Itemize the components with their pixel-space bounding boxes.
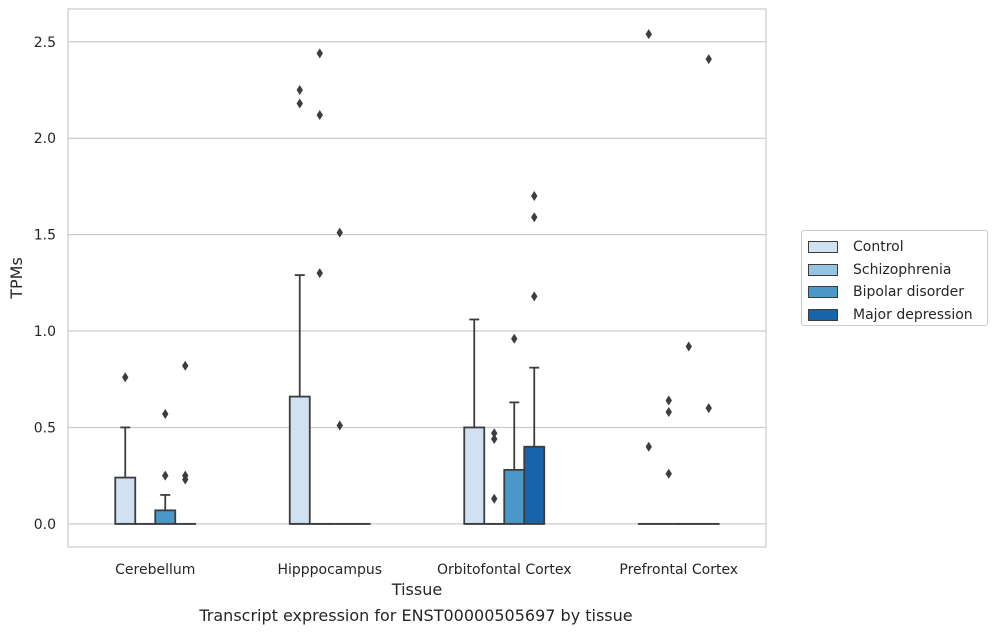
legend-label: Control	[853, 239, 904, 256]
box-2-1	[483, 428, 506, 525]
legend-swatch	[808, 286, 838, 299]
outlier	[296, 84, 303, 95]
box	[114, 476, 137, 525]
outlier	[531, 212, 538, 223]
box	[503, 468, 526, 525]
box-3-0	[637, 29, 660, 525]
box-2-0	[463, 318, 486, 525]
plot-marks	[114, 29, 720, 525]
box-1-2	[328, 227, 351, 525]
box	[154, 509, 177, 525]
outlier	[531, 191, 538, 202]
x-tick-label: Cerebellum	[115, 562, 195, 578]
outlier	[182, 474, 189, 485]
grid-lines	[68, 41, 766, 525]
legend-swatch	[808, 308, 838, 321]
box-3-1	[657, 395, 680, 525]
box-0-2	[154, 408, 177, 525]
outlier	[665, 407, 672, 418]
legend-swatch	[808, 263, 838, 276]
box	[463, 426, 486, 525]
legend-item: Major depression	[808, 304, 981, 327]
box	[288, 395, 311, 525]
y-tick-label: 1.0	[34, 324, 56, 340]
outlier	[336, 420, 343, 431]
outlier	[665, 468, 672, 479]
plot-frame	[67, 8, 767, 548]
y-tick-label: 0.0	[34, 517, 56, 533]
outlier	[705, 403, 712, 414]
outlier	[316, 268, 323, 279]
outlier	[531, 291, 538, 302]
legend-label: Schizophrenia	[853, 261, 952, 278]
outlier	[316, 110, 323, 121]
outlier	[491, 428, 498, 439]
chart-caption: Transcript expression for ENST0000050569…	[199, 606, 633, 625]
x-axis-title: Tissue	[391, 580, 442, 599]
x-tick-labels: Cerebellum Hipppocampus Orbitofontal Corte…	[115, 562, 738, 578]
outlier	[665, 395, 672, 406]
x-tick-label: Hipppocampus	[277, 562, 382, 578]
box-2-3	[523, 191, 546, 525]
y-tick-label: 2.5	[34, 35, 56, 51]
outlier	[685, 341, 692, 352]
y-tick-labels: 0.0 0.5 1.0 1.5 2.0 2.5	[34, 35, 56, 533]
y-axis-title: TPMs	[7, 257, 26, 300]
box-1-1	[308, 48, 331, 525]
box-1-0	[288, 84, 311, 525]
box-0-0	[114, 372, 137, 525]
legend-label: Bipolar disorder	[853, 284, 965, 301]
y-tick-label: 1.5	[34, 228, 56, 244]
outlier	[645, 441, 652, 452]
outlier	[645, 29, 652, 40]
box	[523, 445, 546, 525]
outlier	[162, 470, 169, 481]
x-tick-label: Orbitofontal Cortex	[437, 562, 572, 578]
box-0-3	[174, 360, 197, 525]
box-3-2	[677, 341, 700, 525]
legend-item: Bipolar disorder	[808, 281, 981, 304]
y-tick-label: 0.5	[34, 420, 56, 436]
legend: Control Schizophrenia Bipolar disorder Majo…	[801, 230, 988, 326]
outlier	[316, 48, 323, 59]
legend-item: Schizophrenia	[808, 259, 981, 282]
outlier	[491, 434, 498, 445]
box-2-2	[503, 333, 526, 525]
legend-label: Major depression	[853, 306, 973, 323]
y-tick-label: 2.0	[34, 131, 56, 147]
outlier	[336, 227, 343, 238]
outlier	[162, 408, 169, 419]
legend-swatch	[808, 241, 838, 254]
outlier	[511, 333, 518, 344]
legend-item: Control	[808, 236, 981, 259]
outlier	[296, 98, 303, 109]
box-3-3	[697, 54, 720, 525]
outlier	[491, 493, 498, 504]
outlier	[182, 360, 189, 371]
x-tick-label: Prefrontal Cortex	[619, 562, 738, 578]
outlier	[705, 54, 712, 65]
outlier	[122, 372, 129, 383]
